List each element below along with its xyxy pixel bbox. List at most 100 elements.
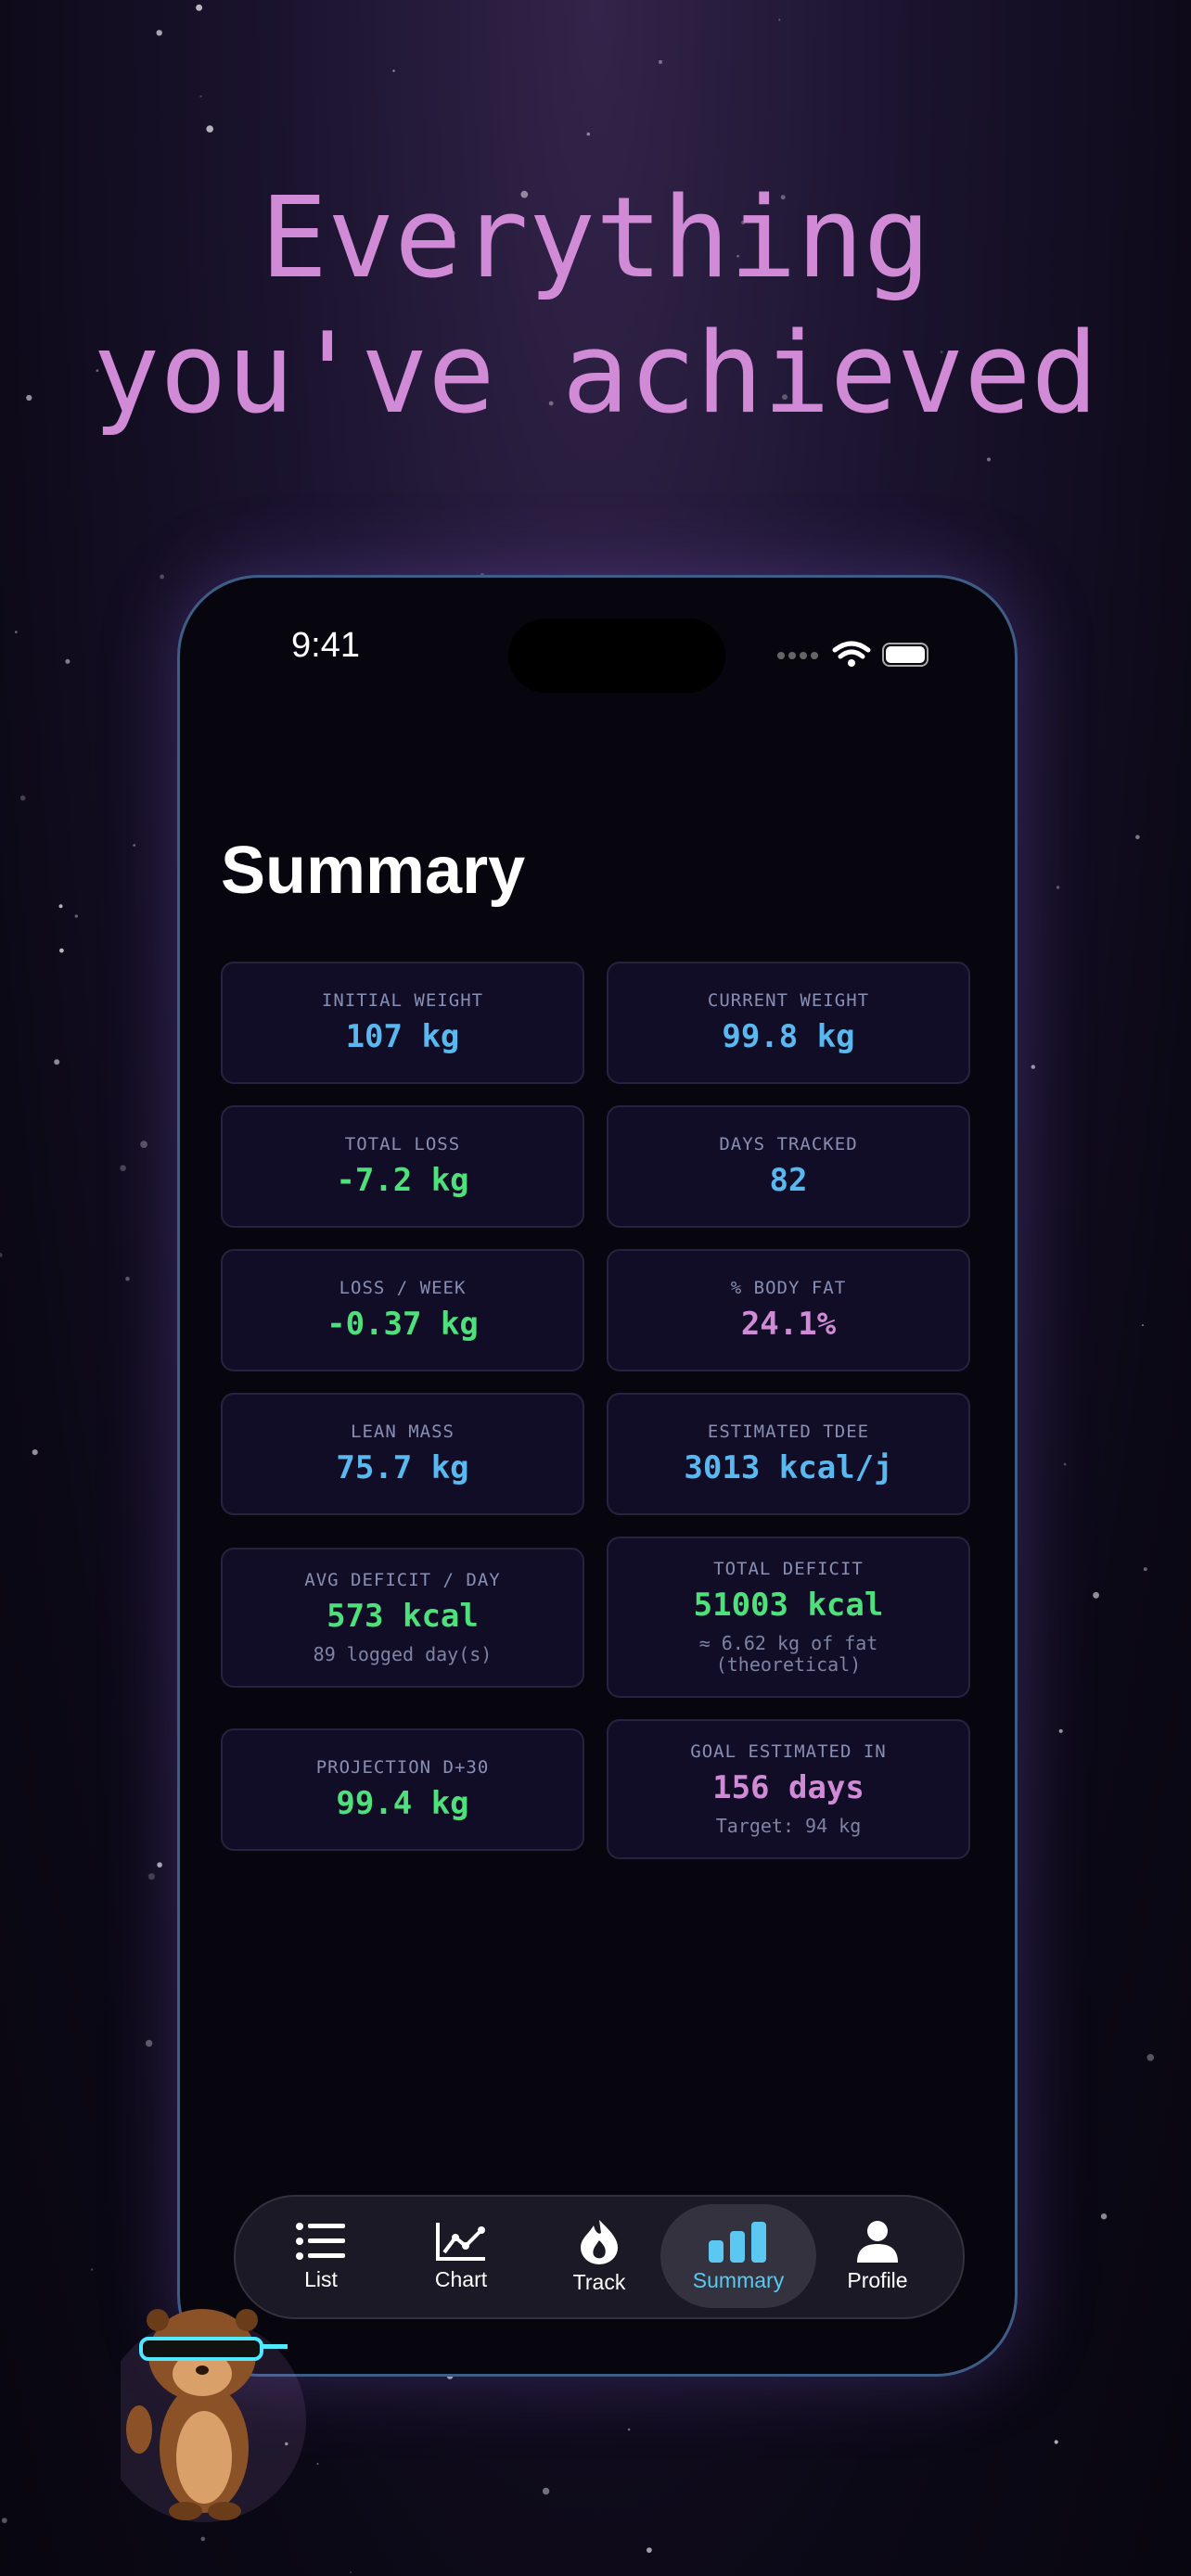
tab-label: Chart: [434, 2266, 488, 2291]
star: [133, 844, 135, 847]
tab-label: Profile: [847, 2267, 908, 2292]
card-label: LOSS / WEEK: [339, 1278, 467, 1298]
tab-bar: List Chart Track Summary Profile: [234, 2195, 965, 2319]
tab-icon: [857, 2220, 898, 2263]
card-value: 82: [769, 1162, 808, 1199]
star: [1, 2518, 7, 2524]
summary-card: TOTAL LOSS -7.2 kg: [221, 1105, 584, 1228]
card-label: CURRENT WEIGHT: [707, 990, 870, 1011]
card-label: PROJECTION D+30: [315, 1756, 490, 1778]
tab-item[interactable]: Profile: [800, 2204, 955, 2308]
star: [350, 2571, 352, 2574]
card-value: 107 kg: [345, 1018, 460, 1055]
star: [65, 658, 70, 664]
star: [1146, 2054, 1155, 2061]
headline: Everything you've achieved: [0, 172, 1191, 442]
summary-card: CURRENT WEIGHT 99.8 kg: [607, 962, 970, 1084]
star: [156, 30, 162, 36]
tab-label: Track: [572, 2269, 626, 2294]
star: [1093, 1591, 1099, 1599]
star: [520, 190, 529, 198]
headline-line: you've achieved: [93, 310, 1098, 439]
headline-line: Everything: [260, 174, 931, 303]
star: [196, 4, 203, 11]
star: [145, 2039, 153, 2047]
tab-item[interactable]: Track: [521, 2204, 677, 2308]
star: [1058, 1728, 1063, 1733]
summary-card: LEAN MASS 75.7 kg: [221, 1393, 584, 1515]
card-label: % BODY FAT: [730, 1278, 847, 1298]
star: [798, 404, 803, 410]
card-value: 3013 kcal/j: [684, 1449, 893, 1486]
star: [54, 1059, 60, 1065]
star: [285, 2442, 288, 2446]
star: [392, 70, 395, 72]
summary-grid: INITIAL WEIGHT 107 kg CURRENT WEIGHT 99.8 k…: [221, 962, 970, 1859]
star: [778, 19, 781, 21]
card-label: AVG DEFICIT / DAY: [304, 1569, 501, 1590]
card-value: 75.7 kg: [336, 1449, 469, 1486]
star: [736, 254, 739, 258]
summary-card: PROJECTION D+30 99.4 kg: [221, 1728, 584, 1851]
star: [1100, 2213, 1108, 2220]
star: [1141, 1324, 1145, 1327]
summary-card: GOAL ESTIMATED IN 156 days Target: 94 kg: [607, 1719, 970, 1859]
summary-card: % BODY FAT 24.1%: [607, 1249, 970, 1371]
star: [647, 2547, 652, 2554]
status-icons: [777, 641, 928, 667]
star: [450, 230, 455, 236]
star: [586, 132, 591, 136]
card-value: 99.8 kg: [722, 1018, 855, 1055]
star: [0, 1253, 3, 1257]
star: [782, 394, 788, 401]
star: [1063, 1462, 1067, 1466]
card-label: TOTAL LOSS: [344, 1134, 461, 1154]
star: [74, 914, 79, 918]
star: [59, 948, 64, 953]
star: [1143, 1567, 1147, 1572]
tab-icon: [581, 2219, 618, 2264]
star: [741, 220, 746, 225]
card-label: TOTAL DEFICIT: [713, 1559, 864, 1579]
tab-icon: [296, 2222, 345, 2260]
tab-label: Summary: [692, 2267, 785, 2292]
card-label: GOAL ESTIMATED IN: [690, 1741, 887, 1762]
star: [160, 574, 165, 580]
dynamic-island: [508, 618, 725, 693]
star: [90, 2268, 94, 2271]
tab-icon: [436, 2222, 485, 2261]
tab-item[interactable]: Summary: [660, 2204, 816, 2308]
card-value: 573 kcal: [327, 1597, 479, 1635]
screen-title: Summary: [221, 834, 526, 908]
tab-label: List: [304, 2266, 338, 2291]
summary-card: LOSS / WEEK -0.37 kg: [221, 1249, 584, 1371]
tab-item[interactable]: Chart: [383, 2204, 539, 2308]
star: [659, 59, 662, 64]
star: [316, 2463, 319, 2465]
star: [96, 369, 99, 372]
star: [548, 401, 554, 406]
star: [19, 795, 26, 801]
star: [1056, 886, 1060, 889]
star: [780, 195, 786, 200]
star: [1135, 835, 1140, 839]
star: [706, 366, 712, 373]
star: [26, 394, 32, 402]
star: [200, 2536, 206, 2542]
summary-card: DAYS TRACKED 82: [607, 1105, 970, 1228]
star: [1031, 1065, 1036, 1069]
card-note: Target: 94 kg: [715, 1815, 862, 1837]
tab-item[interactable]: List: [243, 2204, 399, 2308]
card-label: DAYS TRACKED: [719, 1134, 858, 1154]
card-note: ≈ 6.62 kg of fat (theoretical): [698, 1632, 878, 1676]
summary-card: ESTIMATED TDEE 3013 kcal/j: [607, 1393, 970, 1515]
card-note: 89 logged day(s): [313, 1642, 493, 1665]
star: [199, 95, 202, 98]
star: [542, 2487, 550, 2495]
star: [940, 351, 943, 354]
star: [157, 1862, 162, 1868]
status-time: 9:41: [291, 626, 360, 665]
star: [120, 1165, 126, 1171]
phone-frame: 9:41 Summary INITIAL WEIGHT 107 kg CURRENT…: [177, 575, 1018, 2377]
